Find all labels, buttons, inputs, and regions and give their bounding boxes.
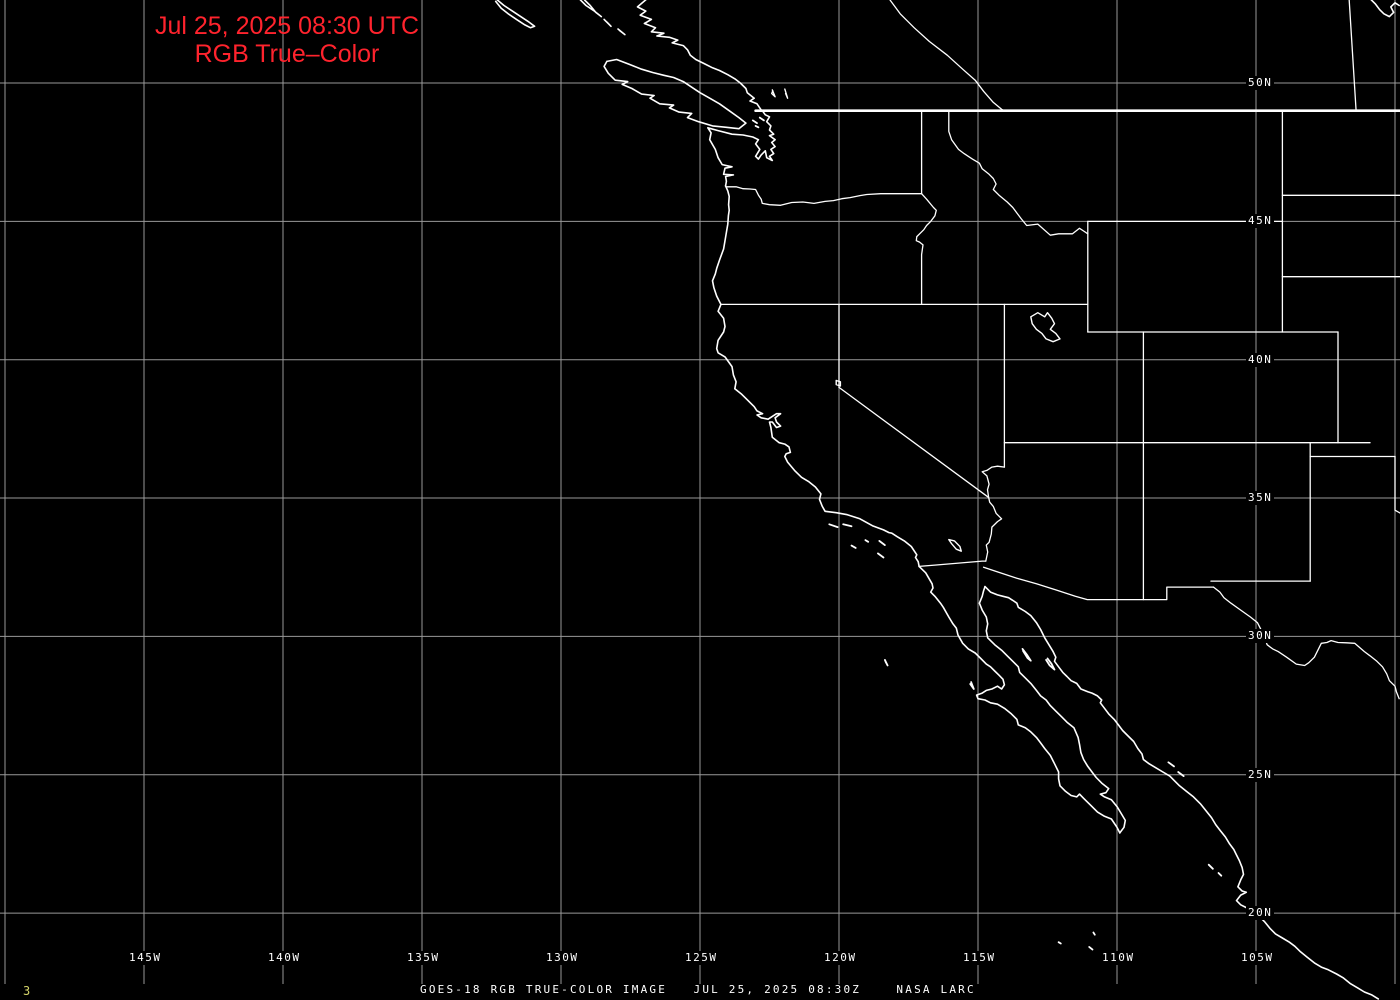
border-rio-grande [1212,586,1400,700]
california-coast [715,303,920,568]
lat-label-45n: 45N [1246,214,1275,229]
lon-label-125w: 125W [683,951,720,965]
isla-tiburon [1045,657,1056,671]
lat-label-50n: 50N [1246,76,1275,90]
border-colorado-river [981,465,1006,562]
frame-number: 3 [23,984,31,998]
map-outlines [494,0,1400,1000]
lon-label-130w: 130W [544,951,581,965]
lat-label-40n: 40N [1246,352,1275,367]
san-juan-island-3 [754,125,760,129]
oregon-coast [711,185,731,306]
baja-gulf-coast [978,585,1127,834]
image-title: Jul 25, 2025 08:30 UTC RGB True–Color [120,12,454,68]
san-juan-island-2 [758,116,765,122]
vancouver-island-coast [603,58,747,130]
manitoba-lakes-shore [1370,0,1400,18]
bc-outer-islands-1 [579,0,603,18]
san-juan-island-1 [751,119,758,124]
roca-partida [1057,941,1062,945]
caption-bar: GOES-18 RGB TRUE-COLOR IMAGE JUL 25, 202… [420,983,976,996]
lat-label-35n: 35N [1246,491,1275,506]
title-datetime: Jul 25, 2025 08:30 UTC [154,12,420,40]
isla-angel-de-la-guarda [1021,648,1032,662]
lon-label-145w: 145W [127,951,164,965]
sinaloa-lagoon-island-2 [1177,771,1185,777]
bc-outer-islands-2 [603,18,612,28]
guadalupe-island [884,659,889,667]
title-product: RGB True–Color [194,40,380,68]
channel-island-santa-cruz [842,523,853,528]
lon-label-120w: 120W [822,951,859,965]
bc-lake-harrison [771,89,776,98]
haida-gwaii-coast [494,0,536,29]
lon-label-105w: 105W [1239,951,1276,965]
bc-lake-stave [784,88,789,99]
isla-socorro [1088,946,1094,951]
washington-coast-puget-sound [706,109,776,187]
lon-label-140w: 140W [266,951,303,965]
islas-marias-2 [1217,872,1223,877]
bc-outer-islands-3 [617,28,626,36]
baja-pacific-coast [918,565,1121,834]
channel-island-san-clemente [877,552,885,559]
border-idaho-montana [948,110,1089,236]
lon-label-110w: 110W [1100,951,1137,965]
channel-island-santa-barbara [864,539,870,543]
lake-tahoe [835,379,842,387]
channel-island-catalina [878,540,886,546]
lat-label-25n: 25N [1246,767,1275,782]
lat-label-30n: 30N [1246,629,1275,644]
lon-label-135w: 135W [405,951,442,965]
border-bc-alberta [889,0,1005,112]
border-tx-ok-100w [1394,455,1400,514]
lat-label-20n: 20N [1246,906,1275,921]
border-or-idaho-snake-river [915,193,937,306]
border-ca-nv-diagonal [838,386,989,498]
channel-island-santa-rosa [828,523,839,528]
isla-cedros [969,681,975,690]
border-wa-or-columbia-river [725,186,923,206]
channel-island-san-nicolas [850,544,857,549]
great-salt-lake [1030,312,1061,343]
islas-marias-1 [1207,863,1214,870]
border-az-nm-mexico [982,566,1215,601]
sinaloa-lagoon-island-1 [1167,761,1175,768]
border-sask-manitoba [1348,0,1357,112]
bc-mainland-coast [636,0,763,112]
isla-san-benedicto [1092,931,1096,936]
border-ca-mexico [918,560,987,568]
sonora-sinaloa-coast [984,585,1380,1000]
lon-label-115w: 115W [961,951,998,965]
salton-sea [948,538,962,552]
